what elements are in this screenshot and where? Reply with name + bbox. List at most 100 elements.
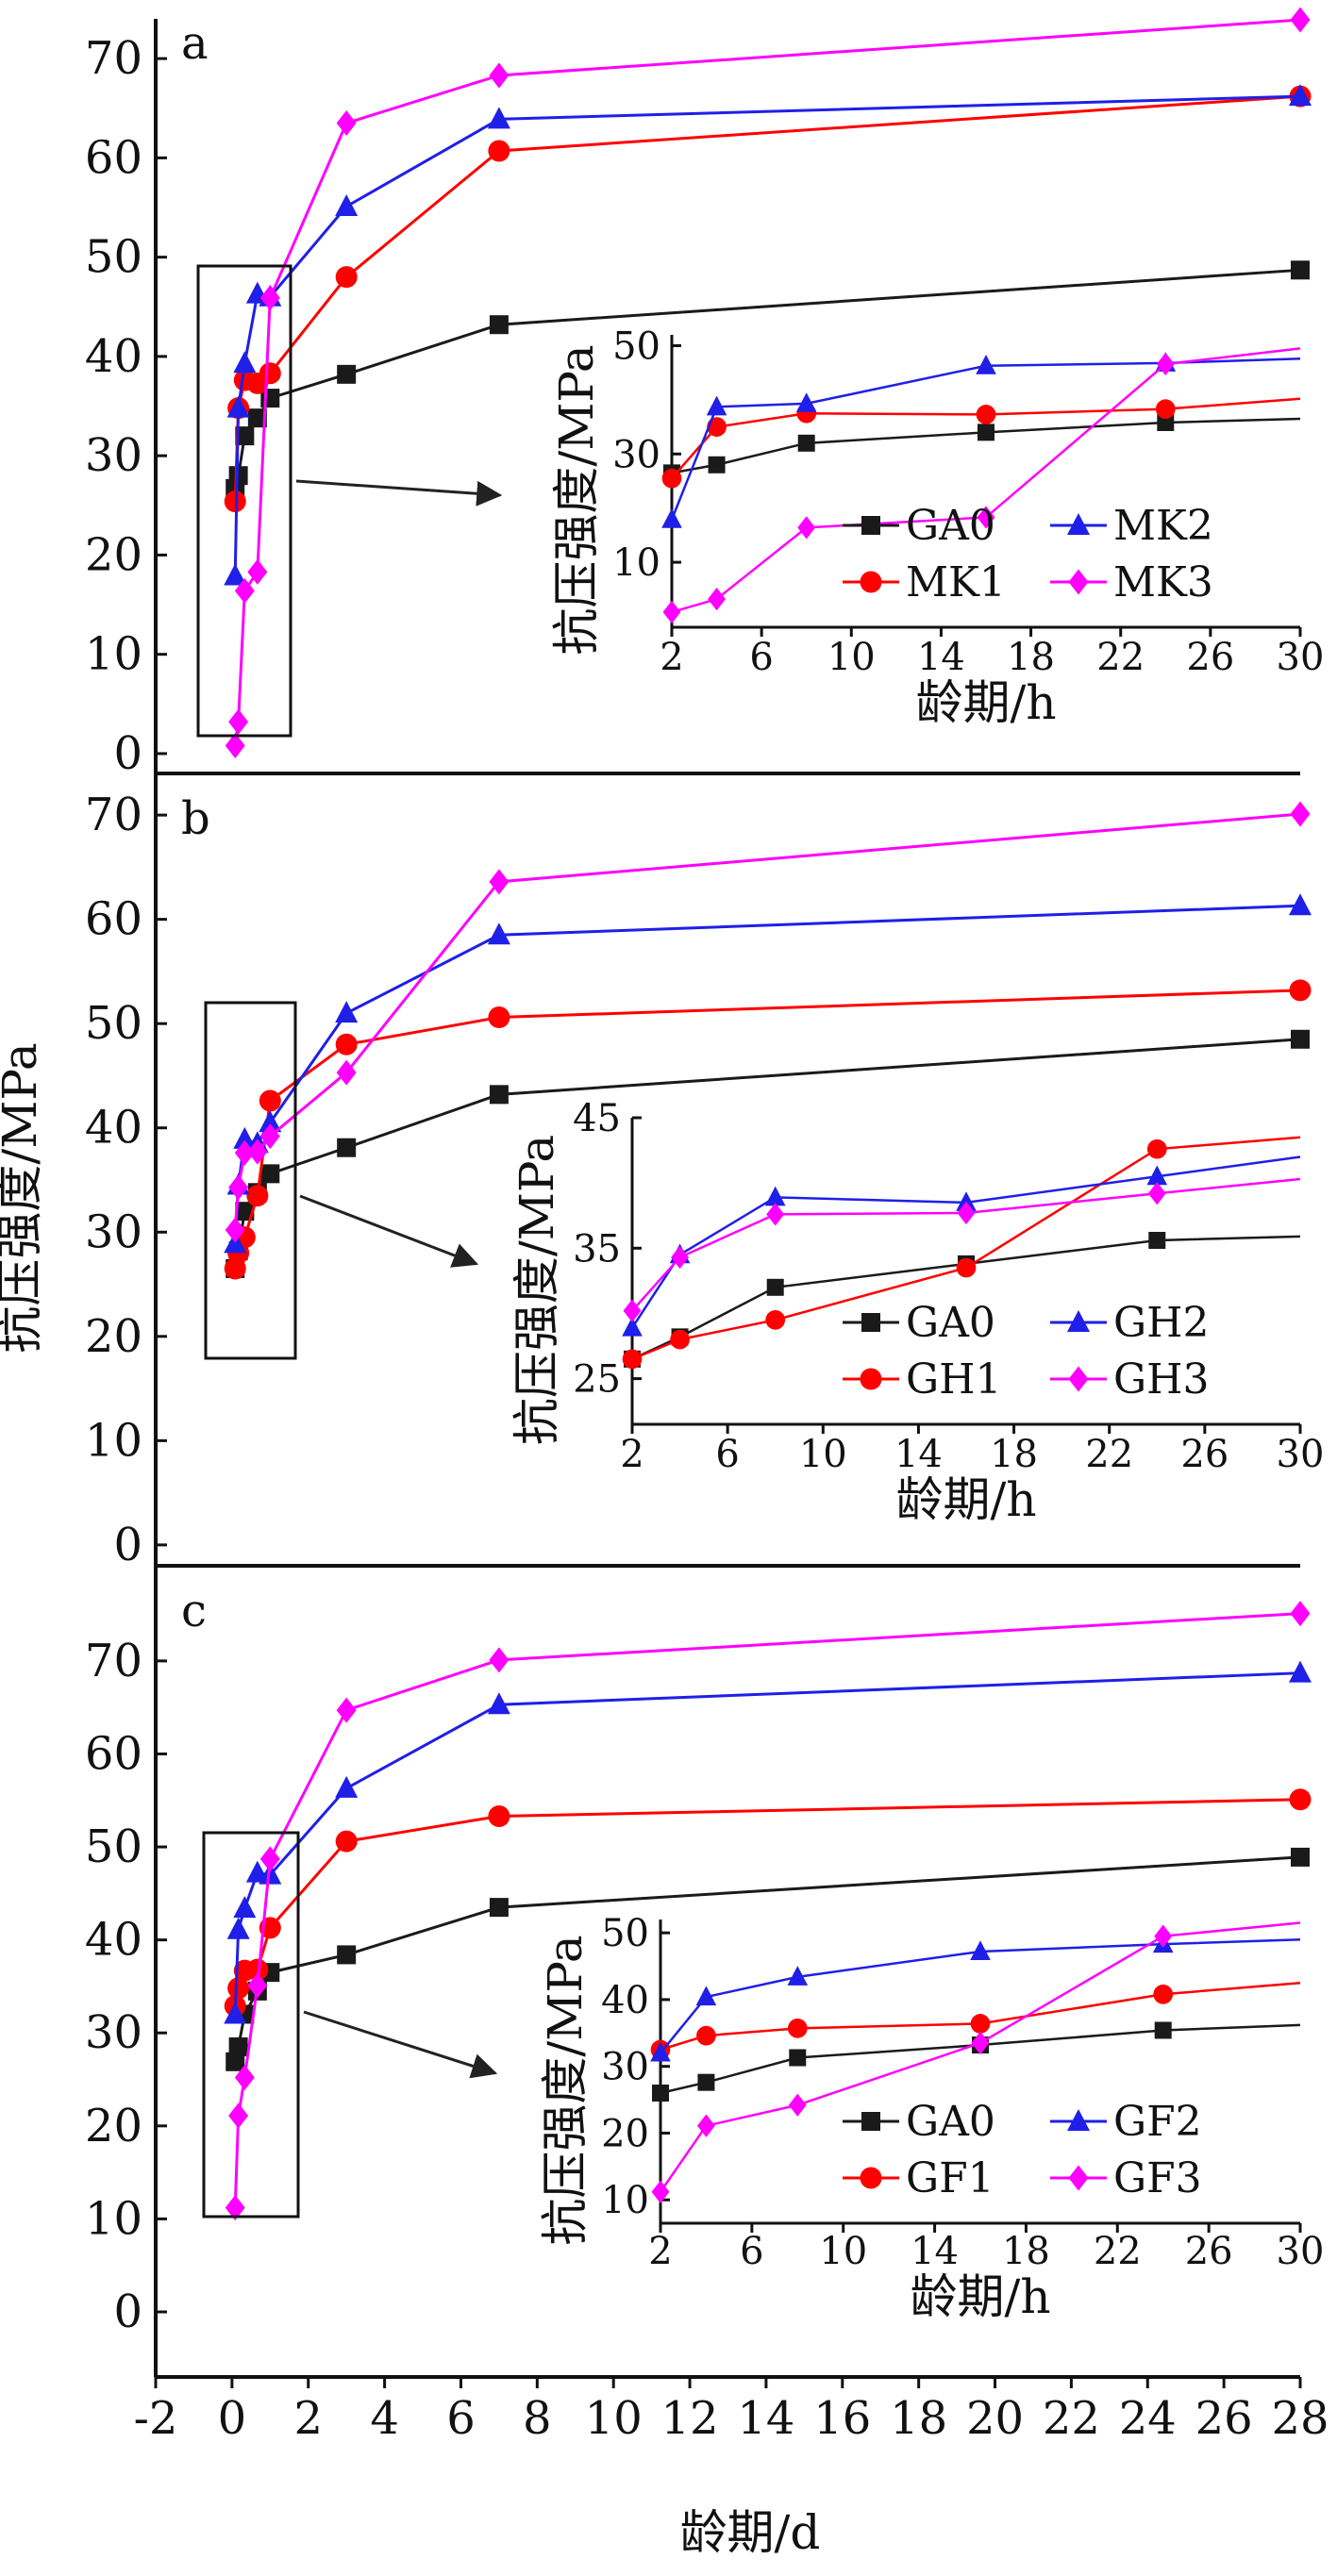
inset-point-GH1: [670, 1329, 690, 1350]
inset-y-tick-label: 25: [573, 1358, 621, 1402]
inset-line-MK3: [671, 347, 1301, 614]
series-line-MK3: [233, 18, 1301, 746]
data-point-GF1: [488, 1805, 510, 1828]
inset-point-GA0: [789, 2049, 807, 2067]
y-tick-label: 10: [85, 2192, 142, 2245]
y-tick-label: 30: [85, 2006, 142, 2059]
inset-y-label: 抗压强度/MPa: [538, 1935, 593, 2245]
data-point-GF3: [259, 1846, 280, 1872]
data-point-GH3: [234, 1139, 255, 1166]
inset-y-tick-label: 20: [601, 2112, 649, 2155]
data-point-MK3: [225, 733, 245, 759]
x-tick-label: 20: [966, 2392, 1024, 2445]
x-tick-label: 6: [446, 2392, 476, 2445]
inset-x-label: 龄期/h: [910, 2269, 1050, 2324]
legend-marker-GH2: [1067, 1310, 1090, 1332]
data-point-MK3: [489, 62, 510, 89]
data-point-MK1: [488, 140, 510, 162]
data-point-GA0: [337, 364, 357, 384]
legend-label: GF2: [1113, 2098, 1202, 2146]
inset-point-GH1: [1146, 1138, 1167, 1159]
data-point-MK1: [335, 266, 358, 289]
inset-point-GF3: [696, 2114, 715, 2137]
inset-point-MK3: [977, 506, 995, 529]
zoom-arrow: [295, 479, 503, 507]
data-point-GA0: [235, 1202, 255, 1222]
y-tick-label: 60: [85, 1727, 142, 1780]
data-point-GF1: [1289, 1788, 1312, 1811]
legend-marker-GH1: [860, 1368, 882, 1390]
data-point-GH3: [228, 1174, 249, 1201]
legend-marker-GA0: [861, 516, 880, 535]
y-tick-label: 70: [85, 32, 142, 85]
data-point-MK1: [259, 362, 281, 385]
data-point-GF1: [246, 1958, 269, 1981]
data-point-MK2: [335, 193, 359, 216]
inset-point-GF3: [651, 2180, 670, 2203]
inset-x-tick-label: 26: [1185, 2230, 1233, 2273]
data-point-MK2: [233, 351, 257, 374]
data-point-GA0: [489, 1085, 509, 1105]
inset-y-label: 抗压强度/MPa: [510, 1135, 564, 1445]
series-line-MK1: [233, 94, 1301, 502]
inset-point-MK1: [976, 405, 996, 424]
panel-letter: c: [181, 1585, 207, 1637]
inset-point-GF2: [970, 1940, 991, 1960]
y-tick-label: 0: [113, 2285, 142, 2338]
y-tick-label: 50: [85, 997, 142, 1050]
data-point-GF3: [228, 2102, 249, 2129]
inset-point-MK1: [1155, 399, 1176, 419]
x-tick-label: 22: [1043, 2392, 1100, 2445]
y-tick-label: 60: [85, 893, 142, 946]
inset-point-GH2: [622, 1316, 643, 1337]
x-tick-label: 18: [890, 2392, 947, 2445]
chart-panels: -2 0 2 4 6 8 10 12 14 16 18 20 22 24 26 28a010203040506…: [85, 7, 1329, 2445]
inset-point-MK3: [662, 600, 681, 624]
y-tick-label: 50: [85, 1820, 142, 1873]
inset-y-tick-label: 10: [612, 541, 660, 585]
x-tick-label: 16: [813, 2392, 871, 2445]
legend-marker-GF2: [1067, 2109, 1090, 2131]
data-point-GH1: [259, 1089, 281, 1112]
data-point-GH3: [1290, 801, 1311, 827]
data-point-GH2: [335, 1001, 359, 1023]
inset-x-label: 龄期/h: [895, 1472, 1036, 1527]
inset-point-MK3: [797, 516, 816, 540]
data-point-MK2: [226, 395, 250, 418]
legend-label: GA0: [906, 2098, 995, 2146]
inset-point-GH3: [623, 1299, 642, 1322]
x-tick-label: 24: [1119, 2392, 1177, 2445]
inset-x-tick-label: 6: [749, 636, 773, 679]
data-point-GH2: [1289, 893, 1312, 916]
data-point-GH3: [489, 869, 510, 895]
inset-point-MK2: [661, 508, 682, 528]
inset-x-tick-label: 2: [648, 2230, 672, 2273]
legend-label: GA0: [906, 1299, 995, 1347]
data-point-GF3: [234, 2065, 255, 2091]
inset-y-tick-label: 10: [601, 2179, 649, 2222]
inset-x-tick-label: 2: [620, 1433, 643, 1476]
legend-label: MK2: [1113, 502, 1213, 550]
zoom-box: [204, 1001, 297, 1360]
inset-point-GH1: [956, 1257, 977, 1278]
x-axis-label: 龄期/d: [680, 2505, 821, 2560]
series-line-GF1: [233, 1798, 1301, 2006]
inset-y-tick-label: 35: [573, 1227, 621, 1271]
inset-point-GA0: [1157, 414, 1175, 431]
inset-x-tick-label: 10: [799, 1433, 847, 1476]
y-tick-label: 20: [85, 528, 142, 581]
inset-x-tick-label: 14: [911, 2230, 959, 2273]
inset-point-GH3: [766, 1203, 785, 1226]
inset-point-MK1: [661, 468, 682, 489]
y-tick-label: 20: [85, 1310, 142, 1363]
inset-point-MK2: [706, 395, 727, 416]
inset-x-tick-label: 26: [1186, 636, 1234, 679]
y-tick-label: 40: [85, 1914, 142, 1967]
inset-point-GH1: [765, 1310, 786, 1330]
legend-label: GA0: [906, 502, 995, 550]
x-tick-label: 10: [585, 2392, 643, 2445]
